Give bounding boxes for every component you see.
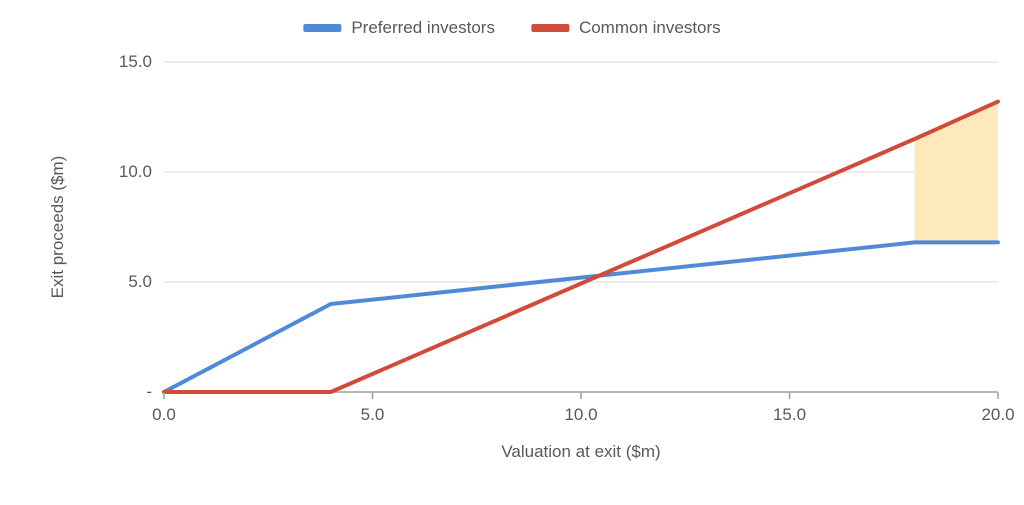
exit-proceeds-chart: Preferred investorsCommon investors Exit…	[0, 0, 1024, 505]
x-tick-label: 10.0	[564, 405, 597, 425]
series-line-0	[164, 242, 998, 392]
x-tick-label: 5.0	[361, 405, 385, 425]
y-tick-label: -	[146, 382, 152, 402]
x-tick-label: 0.0	[152, 405, 176, 425]
x-tick-label: 15.0	[773, 405, 806, 425]
y-tick-label: 5.0	[128, 272, 152, 292]
chart-plot	[0, 0, 1024, 505]
y-tick-label: 10.0	[119, 162, 152, 182]
shaded-region	[915, 102, 998, 243]
x-tick-label: 20.0	[981, 405, 1014, 425]
y-tick-label: 15.0	[119, 52, 152, 72]
